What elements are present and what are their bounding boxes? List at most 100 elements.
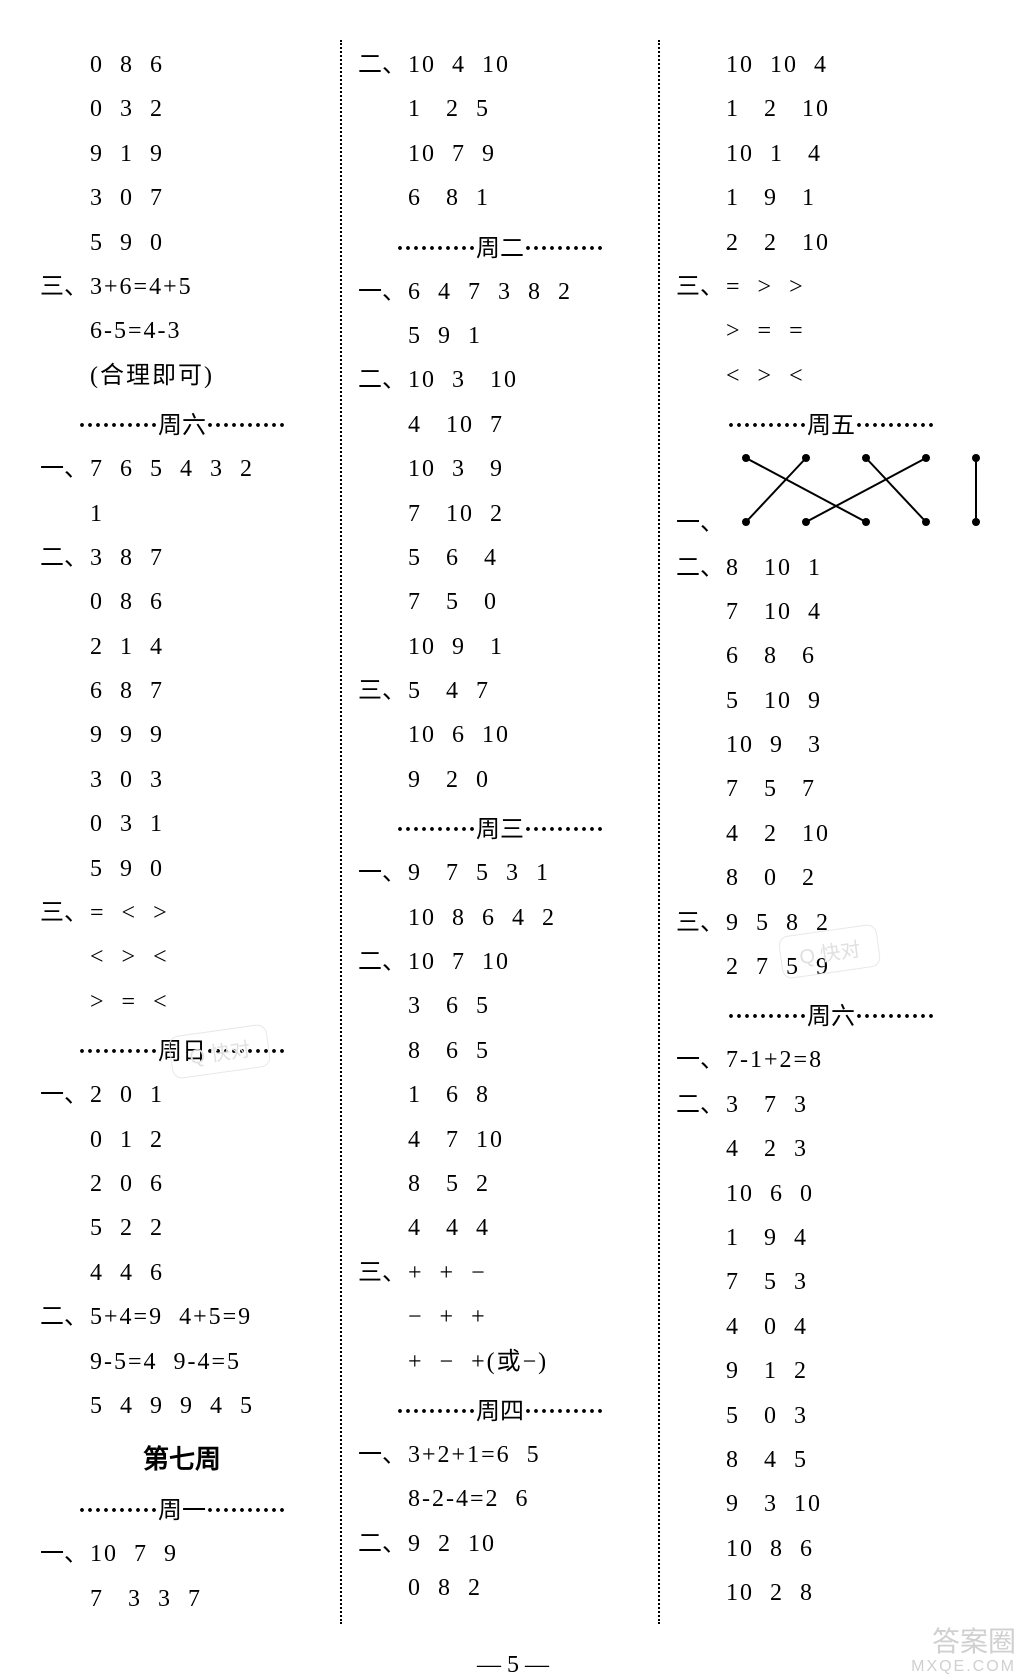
column-divider: [340, 40, 342, 1624]
row-values: 0 8 2: [408, 1569, 642, 1607]
footer-watermark: 答案圈 MXQE.COM: [911, 1627, 1016, 1675]
day-separator: 周五: [676, 405, 986, 440]
data-row: 8 5 2: [358, 1165, 642, 1203]
section-label: 三、: [40, 894, 90, 932]
section-label: 二、: [676, 1086, 726, 1124]
data-row: 7 10 2: [358, 495, 642, 533]
row-values: < > <: [90, 938, 324, 976]
row-values: 5+4=9 4+5=9: [90, 1298, 324, 1336]
data-row: 一、3+2+1=6 5: [358, 1436, 642, 1474]
row-values: 10 8 6: [726, 1530, 986, 1568]
data-row: 5 0 3: [676, 1397, 986, 1435]
data-row: 7 5 0: [358, 583, 642, 621]
row-values: 0 8 6: [90, 46, 324, 84]
row-values: 7 10 4: [726, 593, 986, 631]
row-values: = < >: [90, 894, 324, 932]
data-row: 6-5=4-3: [40, 312, 324, 350]
row-values: − + +: [408, 1298, 642, 1336]
data-row: 三、= > >: [676, 268, 986, 306]
row-values: 10 9 3: [726, 726, 986, 764]
data-row: 8 4 5: [676, 1441, 986, 1479]
data-row: 6 8 6: [676, 637, 986, 675]
section-label: 二、: [40, 539, 90, 577]
footer-line2: MXQE.COM: [911, 1658, 1016, 1676]
data-row: 2 1 4: [40, 628, 324, 666]
data-row: 二、10 3 10: [358, 361, 642, 399]
data-row: 1: [40, 495, 324, 533]
data-row: 三、9 5 8 2: [676, 904, 986, 942]
data-row: 二、10 4 10: [358, 46, 642, 84]
row-values: 1 9 1: [726, 179, 986, 217]
row-values: 9 1 2: [726, 1352, 986, 1390]
data-row: 10 2 8: [676, 1574, 986, 1612]
section-label: 三、: [40, 268, 90, 306]
row-values: 10 9 1: [408, 628, 642, 666]
data-row: 二、3 8 7: [40, 539, 324, 577]
data-row: 4 10 7: [358, 406, 642, 444]
row-values: > = =: [726, 312, 986, 350]
data-row: 9 3 10: [676, 1485, 986, 1523]
data-row: 一、10 7 9: [40, 1535, 324, 1573]
row-values: 4 0 4: [726, 1308, 986, 1346]
row-values: 7 5 3: [726, 1263, 986, 1301]
data-row: > = <: [40, 983, 324, 1021]
row-values: 7-1+2=8: [726, 1041, 986, 1079]
data-row: 9 2 0: [358, 761, 642, 799]
data-row: 5 9 1: [358, 317, 642, 355]
row-values: = > >: [726, 268, 986, 306]
row-values: 10 3 9: [408, 450, 642, 488]
data-row: 三、3+6=4+5: [40, 268, 324, 306]
data-row: 7 3 3 7: [40, 1580, 324, 1618]
row-values: (合理即可): [90, 357, 324, 395]
day-separator: 周四: [358, 1391, 642, 1426]
data-row: 三、= < >: [40, 894, 324, 932]
footer-line1: 答案圈: [911, 1627, 1016, 1658]
row-values: 6 8 7: [90, 672, 324, 710]
row-values: 1 9 4: [726, 1219, 986, 1257]
day-separator: 周日: [40, 1031, 324, 1066]
data-row: 1 2 10: [676, 90, 986, 128]
row-values: 1 2 10: [726, 90, 986, 128]
data-row: 3 0 7: [40, 179, 324, 217]
section-label: 一、: [40, 1535, 90, 1573]
data-row: 一、9 7 5 3 1: [358, 854, 642, 892]
row-values: 5 0 3: [726, 1397, 986, 1435]
row-values: + + −: [408, 1254, 642, 1292]
data-row: 4 2 10: [676, 815, 986, 853]
row-values: 4 10 7: [408, 406, 642, 444]
data-row: 三、+ + −: [358, 1254, 642, 1292]
row-values: 6 4 7 3 8 2: [408, 273, 642, 311]
data-row: 三、5 4 7: [358, 672, 642, 710]
row-values: 8 5 2: [408, 1165, 642, 1203]
data-row: 10 3 9: [358, 450, 642, 488]
section-label: 一、: [40, 450, 90, 488]
day-separator: 周六: [40, 405, 324, 440]
row-values: 10 6 0: [726, 1175, 986, 1213]
data-row: 1 2 5: [358, 90, 642, 128]
row-values: 8 4 5: [726, 1441, 986, 1479]
section-label: 三、: [358, 672, 408, 710]
column-1: 0 8 60 3 29 1 93 0 75 9 0三、3+6=4+56-5=4-…: [30, 40, 334, 1624]
column-3: 10 10 4 1 2 1010 1 4 1 9 1 2 2 10三、= > >…: [666, 40, 996, 1624]
row-values: 3 0 7: [90, 179, 324, 217]
row-values: 5 9 0: [90, 224, 324, 262]
row-values: 5 4 7: [408, 672, 642, 710]
page: 0 8 60 3 29 1 93 0 75 9 0三、3+6=4+56-5=4-…: [0, 0, 1026, 1644]
row-values: 9 5 8 2: [726, 904, 986, 942]
data-row: 4 7 10: [358, 1121, 642, 1159]
section-label: 二、: [358, 361, 408, 399]
data-row: 7 10 4: [676, 593, 986, 631]
data-row: 4 4 4: [358, 1209, 642, 1247]
row-values: 0 1 2: [90, 1121, 324, 1159]
data-row: 8-2-4=2 6: [358, 1480, 642, 1518]
row-values: 6-5=4-3: [90, 312, 324, 350]
data-row: 1 6 8: [358, 1076, 642, 1114]
row-values: 10 7 9: [408, 135, 642, 173]
row-values: 10 4 10: [408, 46, 642, 84]
data-row: 一、7 6 5 4 3 2: [40, 450, 324, 488]
data-row: 二、5+4=9 4+5=9: [40, 1298, 324, 1336]
data-row: 9-5=4 9-4=5: [40, 1343, 324, 1381]
data-row: 6 8 7: [40, 672, 324, 710]
data-row: 一、7-1+2=8: [676, 1041, 986, 1079]
data-row: 0 8 2: [358, 1569, 642, 1607]
